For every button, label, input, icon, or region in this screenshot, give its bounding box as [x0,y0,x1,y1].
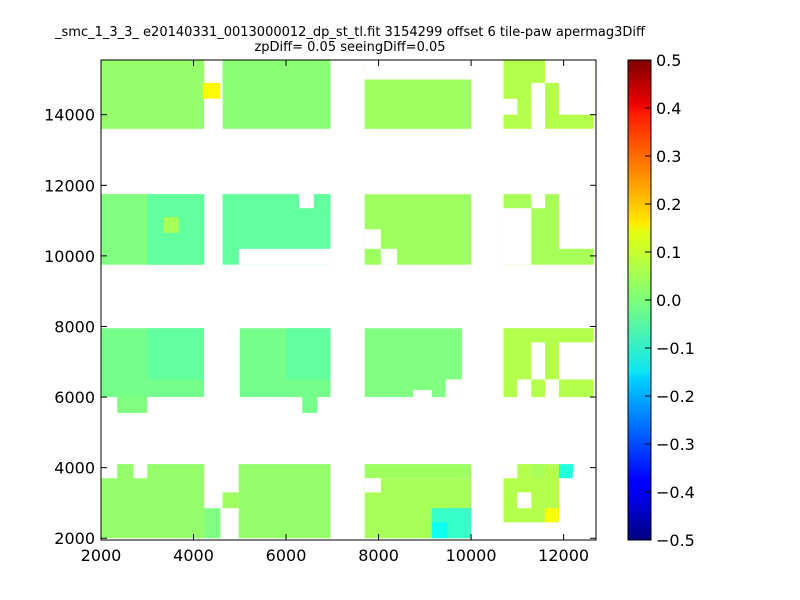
y-tick-label: 10000 [44,247,95,266]
colorbar-tick-label: 0.4 [656,99,681,118]
heatmap-cell [101,464,205,539]
y-axis: 2000 4000 6000 8000 10000 12000 14000 [44,106,596,548]
colorbar-tick-label: −0.4 [656,483,695,502]
empty-cell [364,192,472,195]
empty-cell [545,60,594,83]
heatmap-cell [531,464,546,479]
empty-cell [531,194,546,209]
empty-cell [364,229,381,249]
colorbar-tick-label: 0.1 [656,243,681,262]
chart-title-line2: zpDiff= 0.05 seeingDiff=0.05 [254,40,446,55]
heatmap-cells [101,60,594,539]
heatmap-cell [364,79,472,129]
heatmap-cell [286,328,331,380]
heatmap-cell [101,60,205,129]
empty-cell [413,390,432,398]
y-tick-label: 14000 [44,106,95,125]
heatmap-cell [238,464,331,539]
colorbar-tick-label: 0.5 [656,51,681,70]
empty-cell [558,194,594,249]
colorbar-tick-label: −0.3 [656,435,695,454]
heatmap-cell [558,464,573,479]
heatmap-cell [163,217,179,233]
y-tick-label: 12000 [44,176,95,195]
plot-frame [100,59,597,541]
heatmap-cell [222,60,331,129]
heatmap-cell [204,508,221,539]
empty-cell [503,208,532,265]
colorbar-ticks: 0.5 0.4 0.3 0.2 0.1 0.0 −0.1 −0.2 −0.3 −0.4 −0.5 [645,51,695,550]
x-axis: 2000 4000 6000 8000 10000 12000 [81,60,589,565]
empty-cell [445,379,462,398]
heatmap-cell [302,397,318,413]
y-tick-label: 8000 [54,317,95,336]
heatmap-cell [443,508,472,523]
heatmap-cell [117,397,148,413]
chart-title-line1: _smc_1_3_3_ e20140331_0013000012_dp_st_t… [55,25,645,40]
empty-cell [204,328,239,398]
heatmap-cell [313,194,331,209]
empty-cell [133,464,148,479]
colorbar-tick-label: 0.0 [656,291,681,310]
heatmap-cell [364,464,472,479]
heatmap-cell [431,522,448,539]
empty-cell [101,464,118,479]
empty-cell [364,478,381,493]
empty-cell [380,248,398,265]
x-tick-label: 2000 [81,546,122,565]
y-tick-label: 2000 [54,529,95,548]
empty-cell [517,492,532,509]
heatmap-cell [202,82,221,99]
heatmap-cell [222,492,239,509]
empty-cell [380,60,472,80]
colorbar-tick-label: −0.5 [656,531,695,550]
colorbar-tick-label: 0.2 [656,195,681,214]
x-tick-label: 4000 [173,546,214,565]
empty-cell [545,379,559,398]
colorbar-tick-label: 0.3 [656,147,681,166]
y-tick-label: 6000 [54,388,95,407]
x-tick-label: 8000 [358,546,399,565]
empty-cell [558,79,594,115]
empty-cell [204,98,223,129]
colorbar-tick-label: −0.1 [656,339,695,358]
empty-cell [531,82,546,129]
empty-cell [517,379,532,398]
heatmap-cell [147,328,203,380]
colorbar-tick-label: −0.2 [656,387,695,406]
x-tick-label: 12000 [538,546,589,565]
empty-cell [238,248,331,265]
x-tick-label: 6000 [266,546,307,565]
empty-cell [531,342,546,380]
empty-cell [558,342,594,380]
empty-cell [503,464,518,479]
y-tick-label: 4000 [54,459,95,478]
empty-cell [503,98,518,115]
x-tick-label: 10000 [446,546,497,565]
heatmap-cell [545,508,559,523]
empty-cell [299,194,314,209]
